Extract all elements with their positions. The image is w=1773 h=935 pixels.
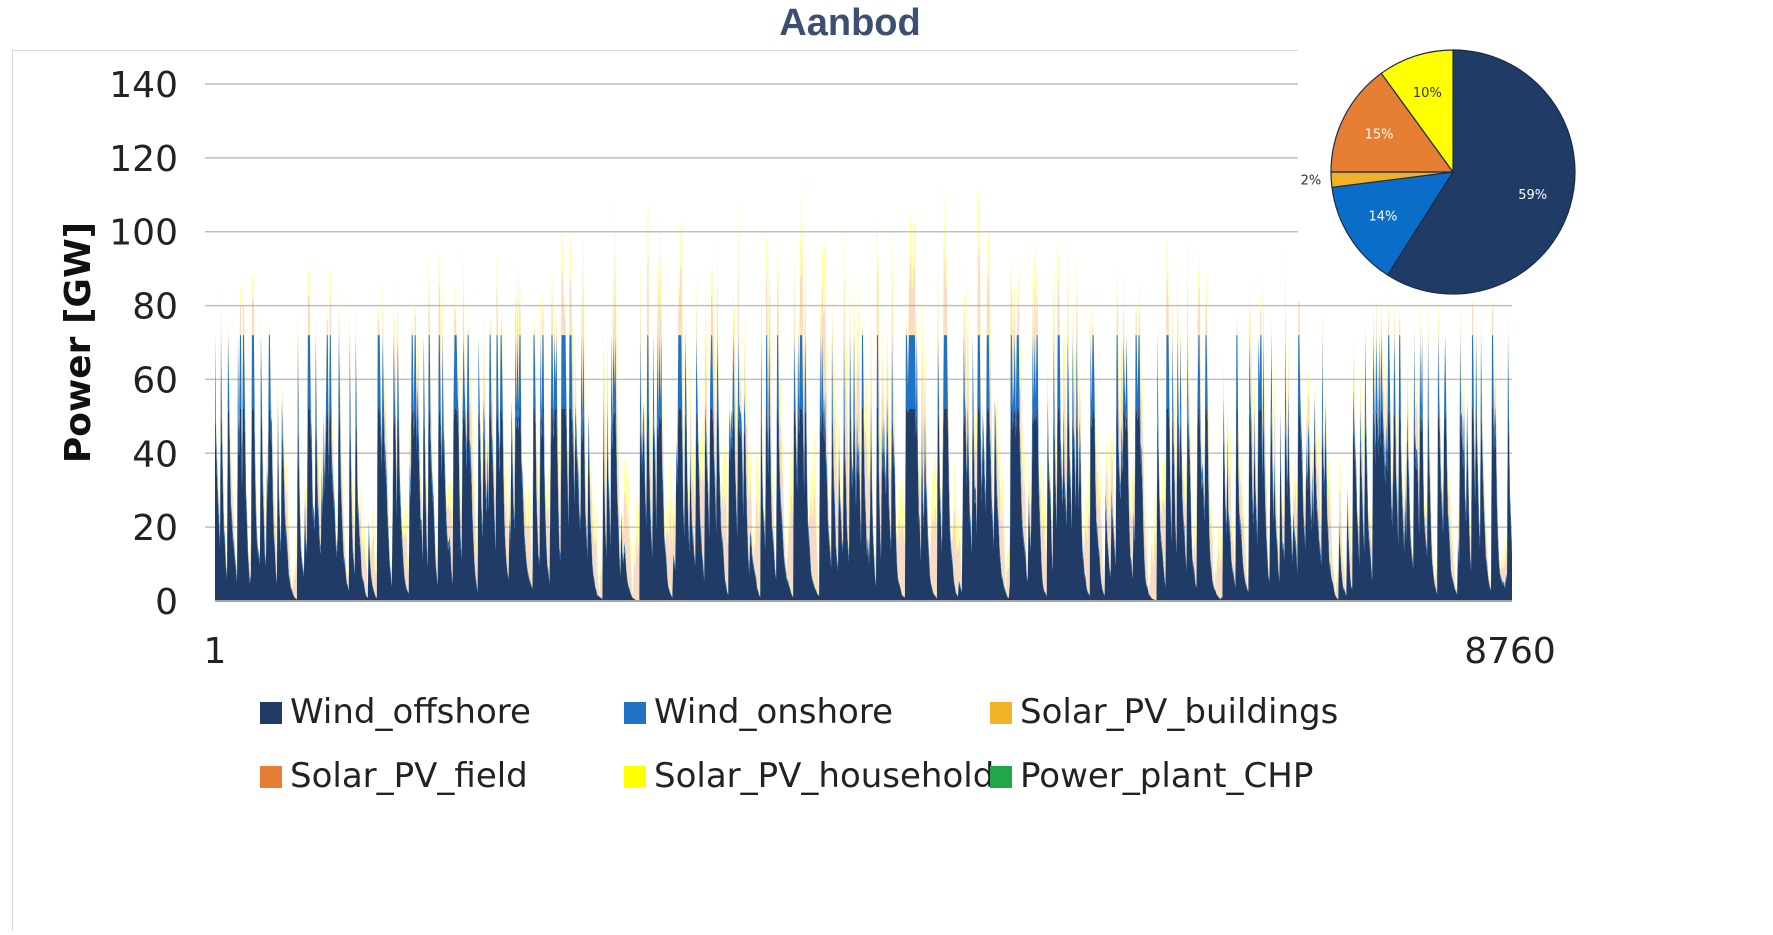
legend-label: Wind_offshore bbox=[290, 692, 531, 732]
x-tick-label: 8760 bbox=[1464, 631, 1556, 672]
legend-label: Wind_onshore bbox=[654, 692, 893, 732]
area-plot bbox=[215, 175, 1512, 601]
legend-swatch bbox=[260, 766, 282, 788]
y-tick-label: 80 bbox=[132, 287, 178, 328]
series-area-wind-onshore bbox=[215, 335, 1512, 601]
y-tick-label: 40 bbox=[132, 434, 178, 475]
pie-slice-label: 15% bbox=[1365, 127, 1394, 142]
pie-slice-solar-pv-households bbox=[1380, 49, 1454, 174]
y-tick-label: 100 bbox=[109, 213, 178, 254]
series-area-solar-pv-field bbox=[215, 238, 1512, 598]
legend-swatch bbox=[990, 766, 1012, 788]
y-tick-label: 20 bbox=[132, 508, 178, 549]
legend-swatch bbox=[260, 702, 282, 724]
legend-label: Power_plant_CHP bbox=[1020, 756, 1313, 796]
legend-swatch bbox=[624, 766, 646, 788]
x-tick-label: 1 bbox=[204, 631, 227, 672]
series-area-wind-offshore bbox=[215, 408, 1512, 601]
axes: 0 20 40 60 80 100 120 140 1 8760 Power [GW] bbox=[58, 65, 1556, 672]
legend-swatch bbox=[990, 702, 1012, 724]
y-tick-label: 0 bbox=[155, 582, 178, 623]
pie-slice-label: 10% bbox=[1413, 86, 1442, 101]
pie-slice-wind-onshore bbox=[1331, 171, 1455, 276]
legend-label: Solar_PV_field bbox=[290, 756, 528, 796]
pie-inset: 59% 14% 2% 15% 10% bbox=[1298, 44, 1588, 302]
pie-slice-label: 2% bbox=[1301, 173, 1322, 188]
chart-title: Aanbod bbox=[779, 2, 921, 44]
pie-slice-label: 59% bbox=[1518, 188, 1547, 203]
pie-slice-wind-offshore bbox=[1386, 49, 1576, 295]
y-tick-label: 140 bbox=[109, 65, 178, 106]
series-area-solar-pv-households bbox=[215, 175, 1512, 598]
legend-label: Solar_PV_households bbox=[654, 756, 1012, 796]
y-axis-label: Power [GW] bbox=[58, 222, 99, 463]
y-tick-label: 60 bbox=[132, 360, 178, 401]
pie-slice-label: 14% bbox=[1369, 209, 1398, 224]
y-tick-label: 120 bbox=[109, 139, 178, 180]
legend-swatch bbox=[624, 702, 646, 724]
pie-slice-solar-pv-field bbox=[1330, 72, 1455, 173]
legend: Wind_offshore Wind_onshore Solar_PV_buildi… bbox=[260, 692, 1338, 796]
legend-label: Solar_PV_buildings bbox=[1020, 692, 1338, 732]
chart-frame bbox=[12, 50, 1513, 931]
